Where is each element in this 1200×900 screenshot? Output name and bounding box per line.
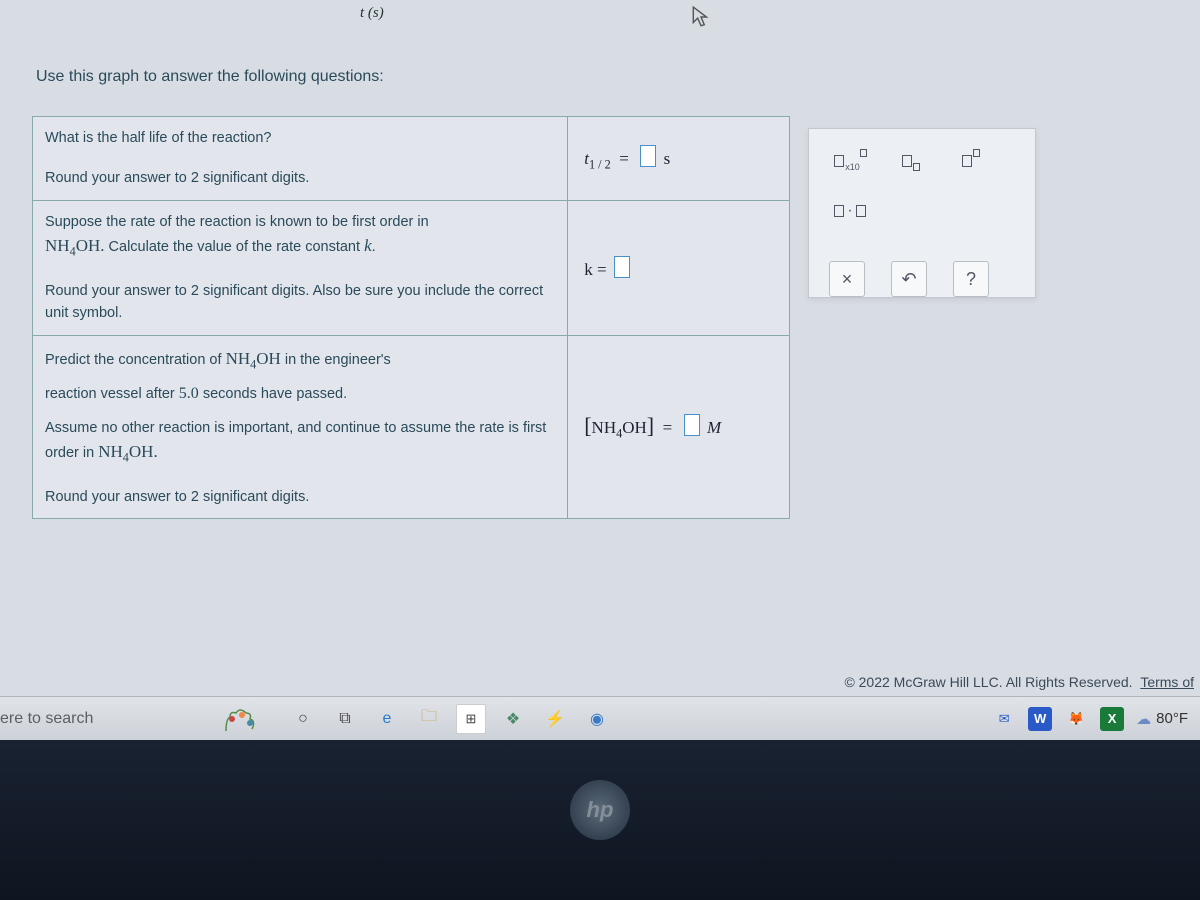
q3-unit: M (707, 418, 721, 437)
clear-button[interactable]: × (829, 261, 865, 297)
edge-icon[interactable]: e (372, 704, 402, 734)
axis-label: t (s) (360, 4, 384, 22)
q2-prompt: Suppose the rate of the reaction is know… (33, 200, 568, 335)
help-button[interactable]: ? (953, 261, 989, 297)
intro-text: Use this graph to answer the following q… (36, 68, 384, 86)
question-row-1: What is the half life of the reaction? R… (33, 117, 790, 201)
store-icon[interactable]: ⊞ (456, 704, 486, 734)
q3-line4: Round your answer to 2 significant digit… (45, 486, 555, 508)
superscript-button[interactable] (949, 143, 991, 179)
search-input[interactable]: ere to search (0, 710, 130, 728)
cloud-icon: ☁ (1136, 710, 1151, 728)
q3-line1: Predict the concentration of NH4OH in th… (45, 346, 555, 374)
sci-notation-button[interactable]: x10 (829, 143, 871, 179)
excel-icon[interactable]: X (1100, 707, 1124, 731)
firefox-icon[interactable]: 🦊 (1064, 707, 1088, 731)
cursor-icon (692, 6, 710, 28)
mail-icon[interactable]: ✉ (992, 707, 1016, 731)
cortana-icon[interactable]: ○ (288, 704, 318, 734)
question-row-2: Suppose the rate of the reaction is know… (33, 200, 790, 335)
explorer-icon[interactable]: 🗀 (414, 704, 444, 734)
copyright: © 2022 McGraw Hill LLC. All Rights Reser… (844, 674, 1194, 690)
hp-logo: hp (570, 780, 630, 840)
q2-input[interactable] (614, 256, 630, 278)
content-area: t (s) Use this graph to answer the follo… (0, 0, 1200, 740)
task-icons: ○ ⧉ e 🗀 ⊞ ❖ ⚡ ◉ (288, 704, 612, 734)
weather-tree-icon (220, 705, 260, 733)
q2-line2: Round your answer to 2 significant digit… (45, 280, 555, 325)
q1-input[interactable] (640, 145, 656, 167)
question-row-3: Predict the concentration of NH4OH in th… (33, 335, 790, 518)
app2-icon[interactable]: ⚡ (540, 704, 570, 734)
app3-icon[interactable]: ◉ (582, 704, 612, 734)
q3-line2: reaction vessel after 5.0 seconds have p… (45, 382, 555, 407)
panel-row-2: · (819, 193, 1025, 229)
q3-input[interactable] (684, 414, 700, 436)
q3-line3: Assume no other reaction is important, a… (45, 417, 555, 468)
q2-line1: Suppose the rate of the reaction is know… (45, 211, 555, 233)
subscript-button[interactable] (889, 143, 931, 179)
q2-answer: k = (568, 200, 790, 335)
panel-row-3: × ↶ ? (819, 243, 1025, 297)
q3-prompt: Predict the concentration of NH4OH in th… (33, 335, 568, 518)
q1-unit: s (664, 149, 671, 168)
dot-button[interactable]: · (829, 193, 871, 229)
q2-line1b: NH4OH. Calculate the value of the rate c… (45, 233, 555, 261)
taskview-icon[interactable]: ⧉ (330, 704, 360, 734)
terms-link[interactable]: Terms of (1140, 674, 1194, 690)
q1-prompt: What is the half life of the reaction? R… (33, 117, 568, 201)
q1-answer: t1 / 2 = s (568, 117, 790, 201)
panel-row-1: x10 (819, 143, 1025, 179)
tool-panel: x10 · × ↶ ? (808, 128, 1036, 298)
weather-temp[interactable]: ☁ 80°F (1136, 710, 1188, 728)
question-table: What is the half life of the reaction? R… (32, 116, 790, 519)
q2-lhs: k = (584, 260, 606, 279)
q1-line1: What is the half life of the reaction? (45, 127, 555, 149)
q1-line2: Round your answer to 2 significant digit… (45, 167, 555, 189)
undo-button[interactable]: ↶ (891, 261, 927, 297)
q3-answer: [NH4OH] = M (568, 335, 790, 518)
word-icon[interactable]: W (1028, 707, 1052, 731)
taskbar: ere to search ○ ⧉ e 🗀 ⊞ ❖ ⚡ ◉ ✉ W 🦊 X ☁ … (0, 696, 1200, 740)
system-tray: ✉ W 🦊 X ☁ 80°F (992, 707, 1200, 731)
app1-icon[interactable]: ❖ (498, 704, 528, 734)
